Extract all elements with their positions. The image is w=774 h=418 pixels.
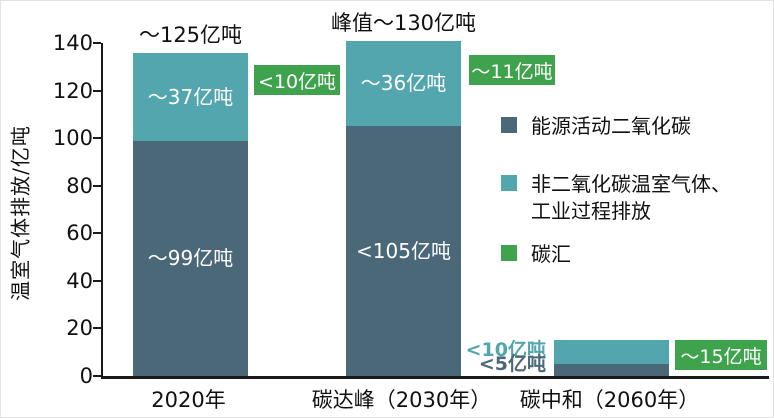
bar-segment-energy-co2 [346, 126, 461, 376]
y-tick-label: 100 [52, 126, 93, 151]
non-co2-value-label: <10亿吨 [465, 339, 546, 362]
legend: 能源活动二氧化碳非二氧化碳温室气体、工业过程排放碳汇 [501, 107, 769, 307]
bar-segment-energy-co2 [554, 364, 669, 376]
y-tick-mark [93, 184, 101, 187]
legend-swatch [501, 245, 517, 261]
legend-label: 非二氧化碳温室气体、工业过程排放 [531, 172, 731, 223]
legend-swatch [501, 175, 517, 191]
y-tick-label: 0 [79, 364, 93, 388]
legend-label: 碳汇 [531, 242, 571, 266]
y-tick-mark [93, 375, 101, 377]
non-co2-value-label: ～37亿吨 [147, 84, 234, 109]
y-tick-label: 40 [66, 268, 93, 293]
x-axis-label: 碳中和（2060年） [519, 388, 700, 412]
legend-label: 能源活动二氧化碳 [531, 114, 691, 138]
y-tick-mark [93, 232, 101, 235]
y-tick-mark [93, 137, 101, 140]
legend-swatch [501, 117, 517, 133]
x-axis-label: 2020年 [151, 388, 226, 412]
bar-segment-non-co2-ghg [346, 40, 461, 127]
carbon-sink-box: ～11亿吨 [469, 55, 555, 85]
energy-co2-value-label: <5亿吨 [478, 353, 546, 375]
legend-item: 非二氧化碳温室气体、工业过程排放 [501, 171, 743, 225]
x-axis-label: 碳达峰（2030年） [311, 388, 492, 412]
legend-item: 碳汇 [501, 241, 763, 268]
energy-co2-value-label: <105亿吨 [356, 239, 451, 264]
y-tick-label: 80 [66, 173, 93, 198]
y-tick-mark [93, 279, 101, 282]
bar-segment-non-co2-ghg [554, 340, 669, 365]
bar-total-label: ～125亿吨 [138, 22, 243, 47]
y-tick-label: 60 [66, 221, 93, 246]
bar-segment-non-co2-ghg [133, 52, 248, 141]
y-tick-label: 20 [66, 316, 93, 341]
plot-area: 0 20 40 60 80 100 120 140 ～99亿吨 ～37亿吨 ～125亿吨 <10亿吨 <… [53, 11, 769, 388]
carbon-sink-box: <10亿吨 [254, 65, 340, 95]
legend-item: 能源活动二氧化碳 [501, 113, 763, 140]
energy-co2-value-label: ～99亿吨 [147, 246, 234, 271]
y-tick-label: 140 [52, 31, 93, 55]
y-tick-mark [93, 89, 101, 92]
bar-total-label: 峰值～130亿吨 [330, 10, 477, 35]
y-tick-mark [93, 327, 101, 330]
y-tick-mark [93, 42, 101, 44]
non-co2-value-label: ～36亿吨 [360, 71, 447, 96]
bar-segment-energy-co2 [133, 140, 248, 376]
y-tick-label: 120 [52, 78, 93, 103]
carbon-sink-box: ～15亿吨 [675, 340, 767, 370]
